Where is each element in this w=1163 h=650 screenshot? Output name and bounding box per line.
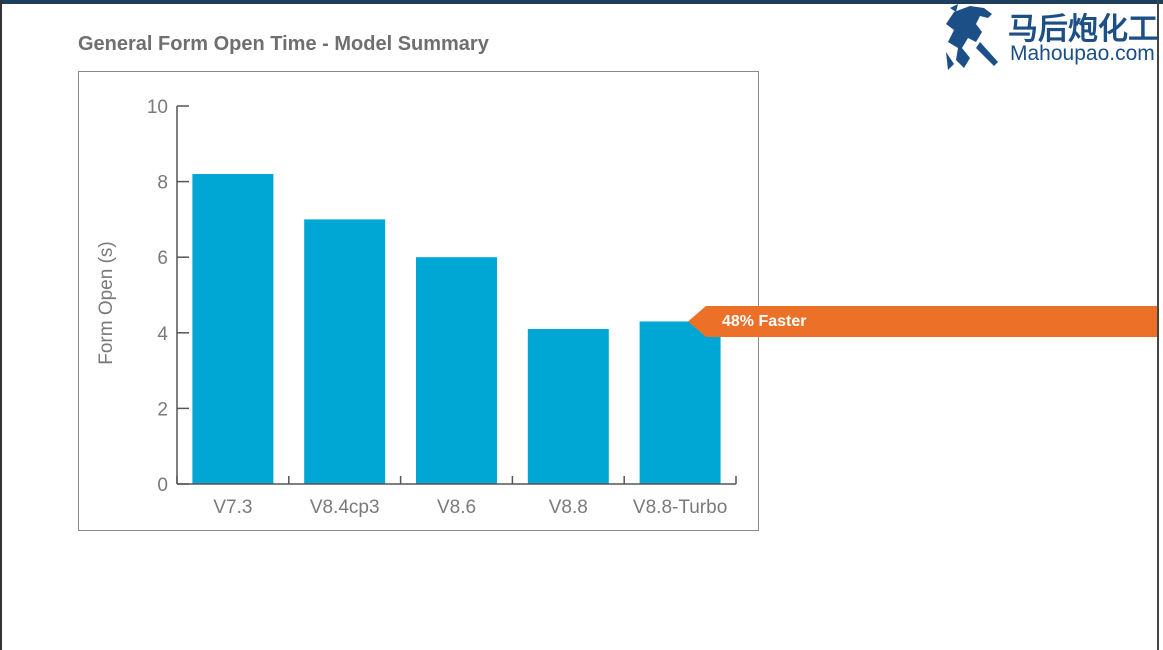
y-axis-label: Form Open (s) [96,241,117,365]
bar-v8-8-turbo [639,321,721,484]
y-tick-label-4: 4 [157,324,168,345]
x-tick-label-v7-3: V7.3 [213,497,252,518]
right-border [1157,0,1159,650]
y-tick-label-8: 8 [157,173,168,194]
chart-frame [78,71,759,531]
x-tick-label-v8-6: V8.6 [437,497,476,518]
bar-v8-6 [416,257,497,484]
y-tick-label-10: 10 [147,97,168,118]
left-border [0,0,2,650]
y-tick-label-6: 6 [157,248,168,269]
callout-label: 48% Faster [722,313,807,330]
watermark-en-text: Mahoupao.com [1010,42,1155,65]
watermark-cn-text: 马后炮化工 [1008,12,1158,47]
watermark-logo: 马后炮化工 Mahoupao.com [940,2,1160,74]
bar-v8-8 [527,329,609,484]
bar-v7-3 [192,174,274,485]
y-tick-label-2: 2 [157,399,168,420]
bar-v8-4cp3 [304,219,386,484]
y-tick-label-0: 0 [157,475,168,496]
x-tick-label-v8-8-turbo: V8.8-Turbo [633,497,727,518]
annotation-callout: 48% Faster [688,306,1157,337]
chart-title: General Form Open Time - Model Summary [78,33,489,55]
x-tick-label-v8-8: V8.8 [549,497,588,518]
x-tick-label-v8-4cp3: V8.4cp3 [310,497,380,518]
horse-logo-icon [946,4,998,70]
top-rule [0,0,1163,4]
callout-arrow-shape [688,306,1157,337]
